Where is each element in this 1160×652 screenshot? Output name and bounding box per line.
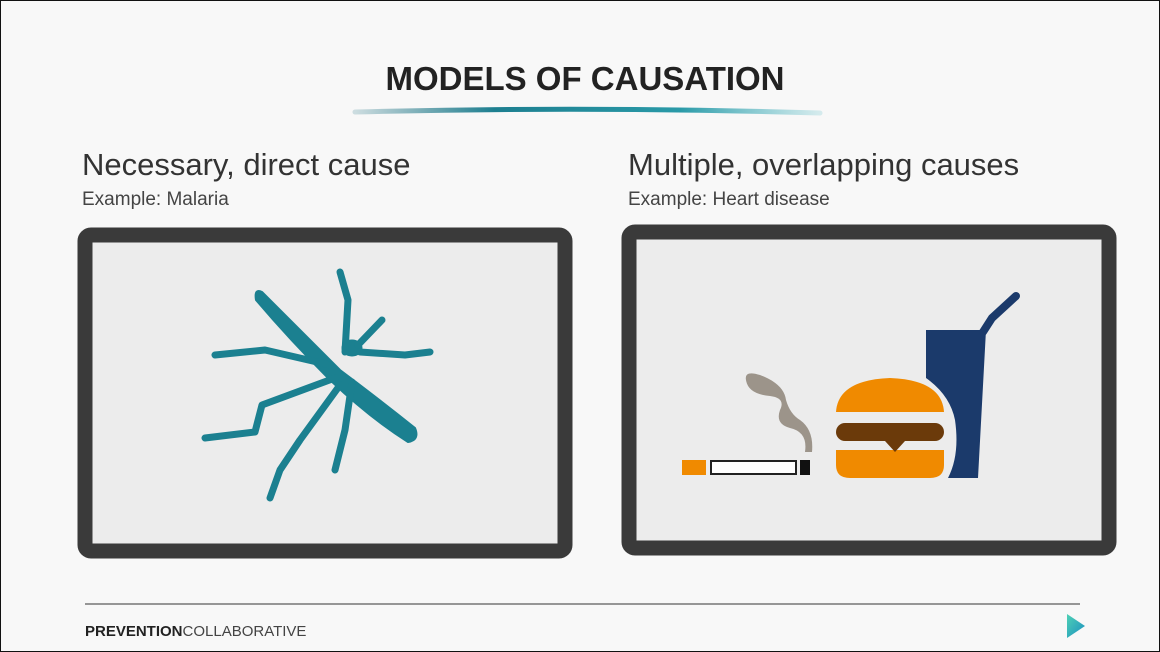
panel-heading: Necessary, direct cause (82, 147, 411, 182)
cigarette-tip (800, 460, 810, 475)
footer-brand: PREVENTIONCOLLABORATIVE (85, 623, 306, 640)
panel-example: Example: Heart disease (628, 189, 830, 210)
brand-light: COLLABORATIVE (183, 623, 307, 640)
slide: MODELS OF CAUSATION Necessary, direct ca… (0, 0, 1160, 652)
cigarette-body (711, 461, 796, 474)
brand-bold: PREVENTION (85, 623, 183, 640)
panel-heading: Multiple, overlapping causes (628, 147, 1019, 182)
burger-bottom (836, 450, 944, 478)
image-frame (85, 235, 565, 551)
slide-title: MODELS OF CAUSATION (385, 60, 784, 97)
burger-patty (836, 423, 944, 441)
cigarette-filter (682, 460, 706, 475)
panel-example: Example: Malaria (82, 189, 229, 210)
